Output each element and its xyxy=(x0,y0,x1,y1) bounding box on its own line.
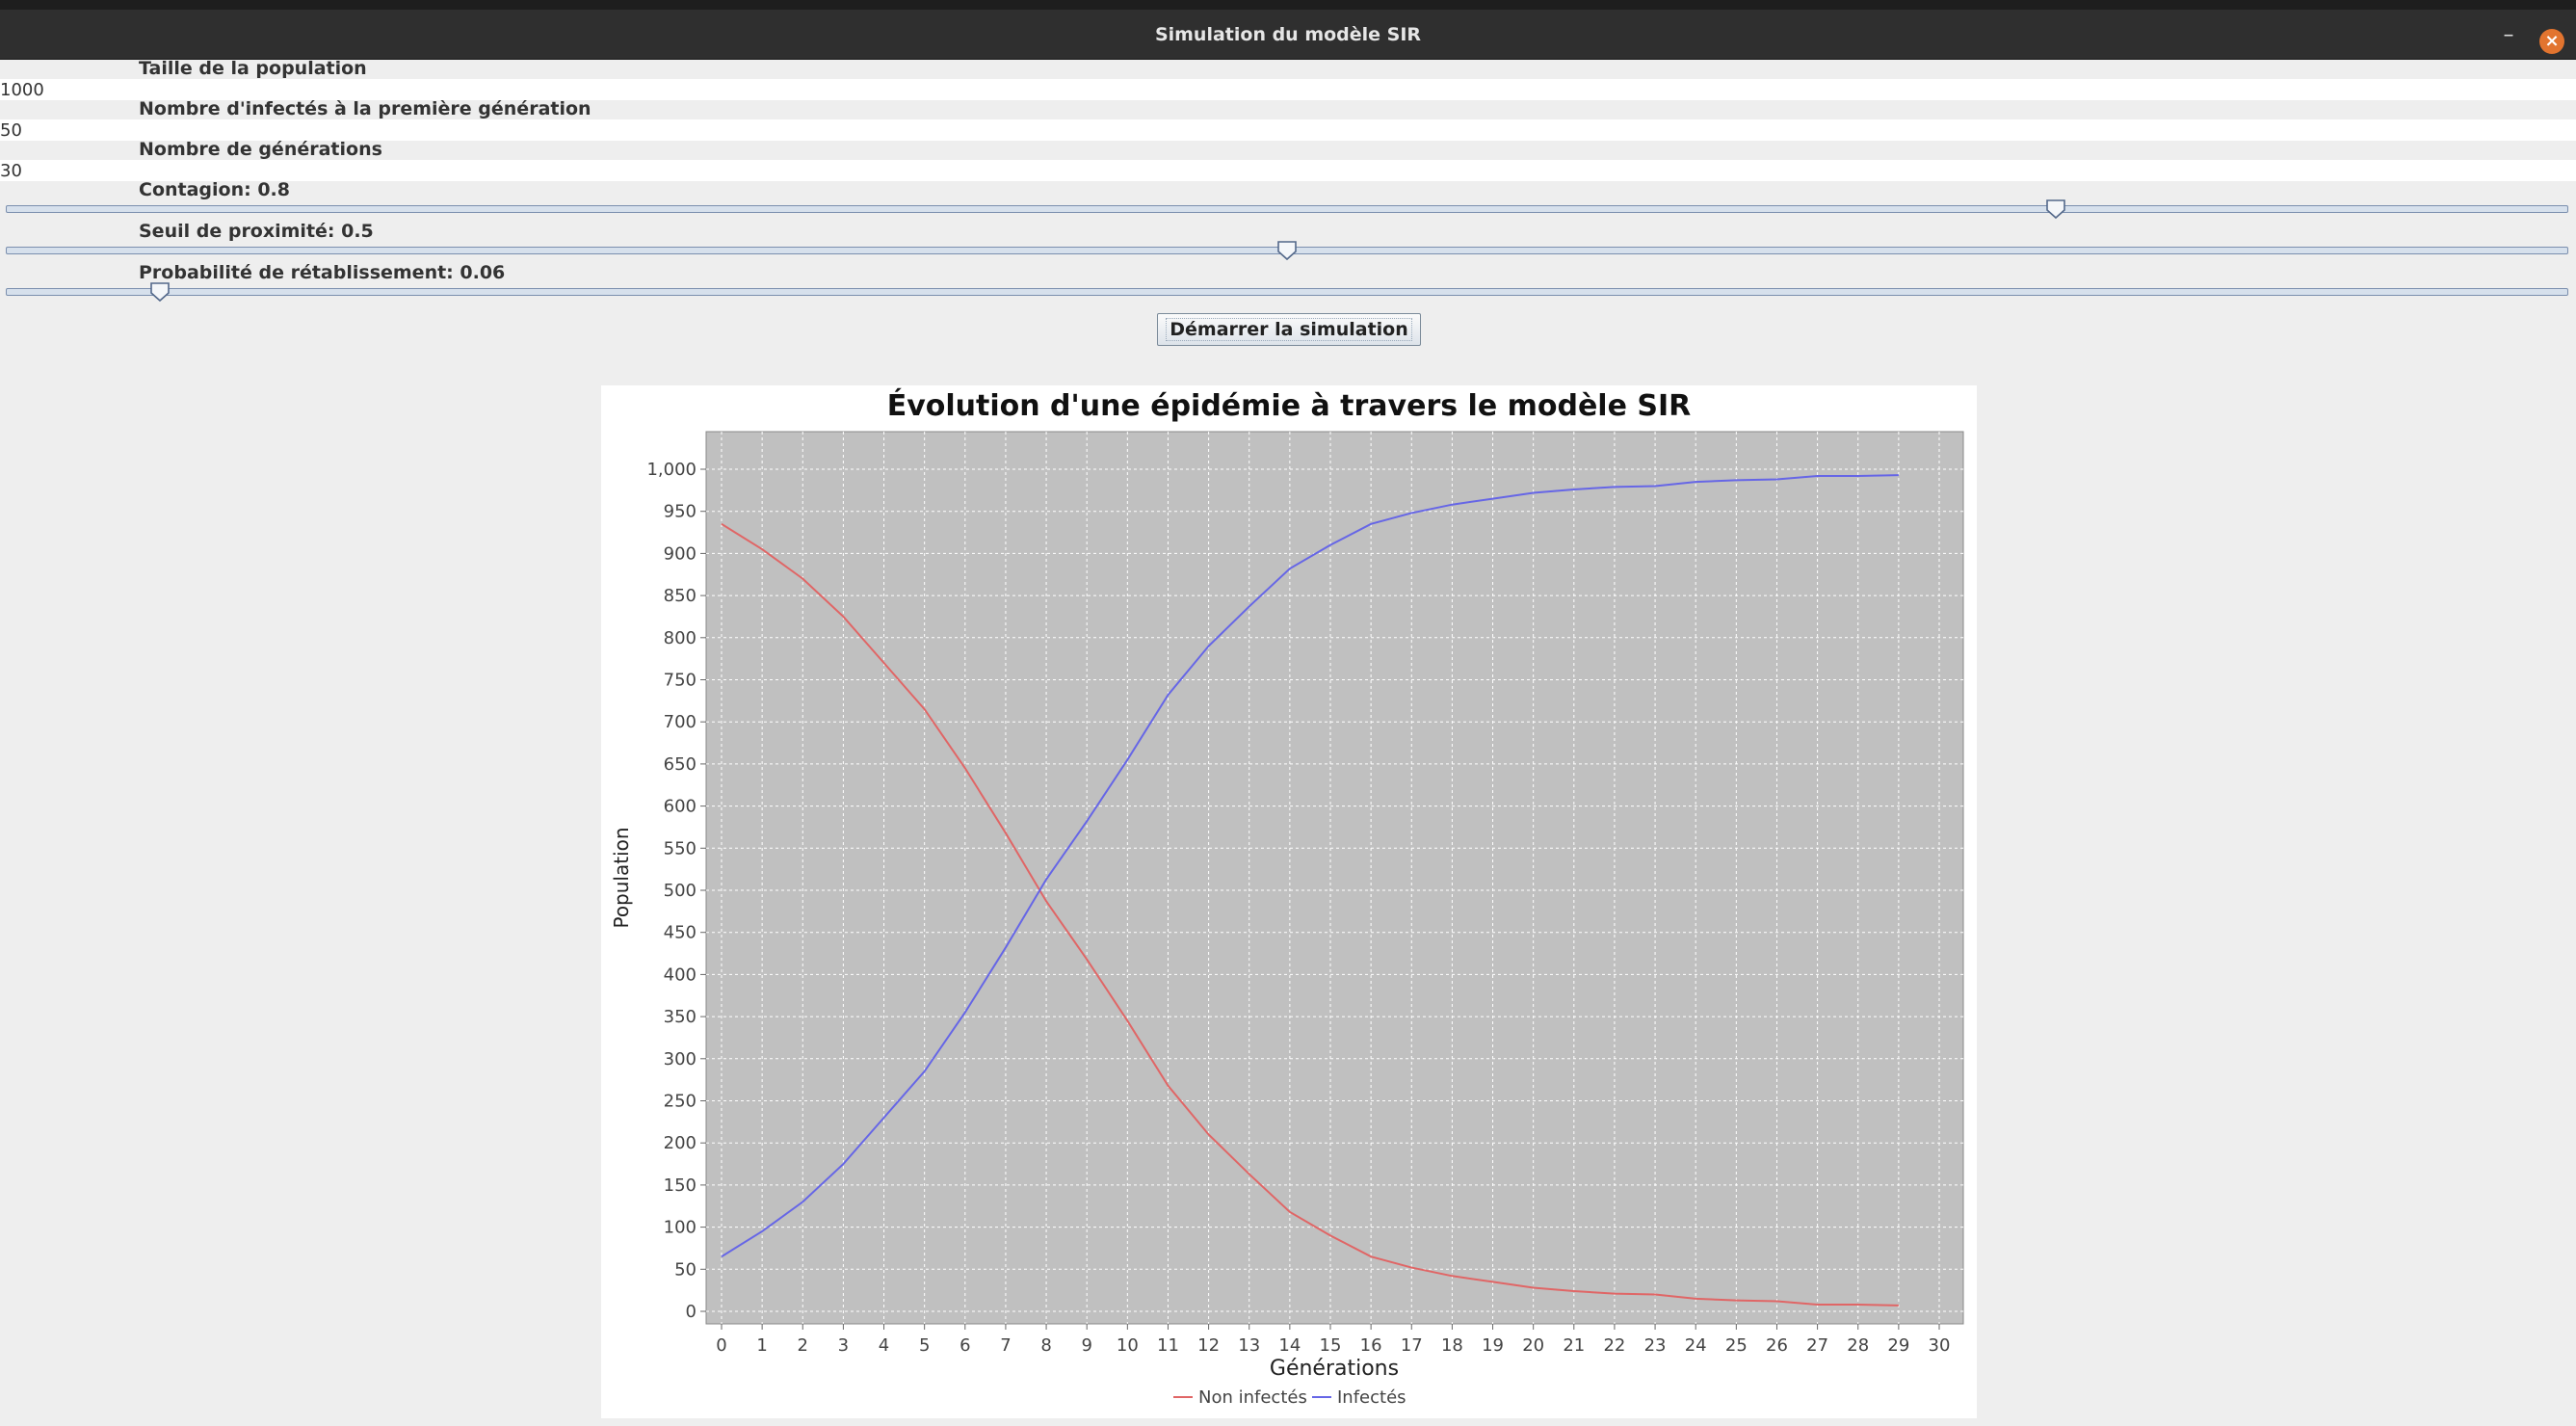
x-tick-label: 13 xyxy=(1238,1335,1260,1356)
x-tick-label: 14 xyxy=(1278,1335,1301,1356)
x-tick-label: 21 xyxy=(1563,1335,1585,1356)
x-tick-label: 12 xyxy=(1197,1335,1220,1356)
recovery-label: Probabilité de rétablissement: 0.06 xyxy=(139,262,506,283)
window-title: Simulation du modèle SIR xyxy=(1154,24,1422,45)
chart-title: Évolution d'une épidémie à travers le mo… xyxy=(887,388,1692,423)
recovery-slider-track xyxy=(6,288,2568,296)
x-tick-label: 1 xyxy=(756,1335,767,1356)
x-tick-label: 28 xyxy=(1847,1335,1869,1356)
x-tick-label: 26 xyxy=(1766,1335,1788,1356)
contagion-label: Contagion: 0.8 xyxy=(139,179,290,200)
contagion-slider[interactable] xyxy=(6,198,2568,220)
y-tick-label: 450 xyxy=(664,923,697,943)
x-tick-label: 10 xyxy=(1117,1335,1139,1356)
y-tick-label: 300 xyxy=(664,1049,697,1070)
x-tick-label: 20 xyxy=(1522,1335,1544,1356)
series-lines xyxy=(721,474,1899,1307)
y-tick-label: 0 xyxy=(686,1302,697,1322)
y-tick-label: 1,000 xyxy=(646,460,697,480)
generations-input[interactable] xyxy=(0,160,2576,181)
x-tick-label: 16 xyxy=(1360,1335,1382,1356)
y-tick-label: 200 xyxy=(664,1133,697,1153)
legend-item-label: Non infectés xyxy=(1198,1387,1307,1408)
proximity-label: Seuil de proximité: 0.5 xyxy=(139,221,374,242)
recovery-slider[interactable] xyxy=(6,281,2568,303)
y-tick-label: 800 xyxy=(664,628,697,648)
y-tick-label: 250 xyxy=(664,1092,697,1112)
contagion-slider-thumb[interactable] xyxy=(2045,198,2066,220)
x-tick-label: 9 xyxy=(1081,1335,1091,1356)
x-tick-label: 2 xyxy=(798,1335,808,1356)
initial-infected-input[interactable] xyxy=(0,119,2576,141)
x-tick-label: 0 xyxy=(716,1335,726,1356)
y-tick-label: 600 xyxy=(664,797,697,817)
x-tick-label: 7 xyxy=(1000,1335,1011,1356)
x-axis-label: Générations xyxy=(1270,1357,1399,1381)
grid-lines xyxy=(706,432,1963,1324)
window-titlebar: Simulation du modèle SIR – × xyxy=(0,10,2576,60)
x-tick-label: 3 xyxy=(838,1335,849,1356)
x-tick-label: 17 xyxy=(1401,1335,1423,1356)
infected-label: Nombre d'infectés à la première générati… xyxy=(139,98,591,119)
y-tick-label: 700 xyxy=(664,712,697,732)
chart-legend: Non infectés Infectés xyxy=(1173,1387,1406,1408)
start-simulation-label: Démarrer la simulation xyxy=(1166,318,1412,341)
y-tick-label: 950 xyxy=(664,502,697,522)
chart-panel: Évolution d'une épidémie à travers le mo… xyxy=(601,385,1977,1418)
x-tick-label: 22 xyxy=(1603,1335,1625,1356)
x-tick-label: 15 xyxy=(1320,1335,1342,1356)
y-tick-label: 550 xyxy=(664,838,697,858)
x-tick-label: 24 xyxy=(1685,1335,1707,1356)
y-tick-label: 750 xyxy=(664,671,697,691)
x-tick-label: 18 xyxy=(1441,1335,1463,1356)
population-input[interactable] xyxy=(0,79,2576,100)
generations-label: Nombre de générations xyxy=(139,139,382,160)
y-tick-label: 50 xyxy=(674,1259,697,1280)
plot-area xyxy=(705,431,1964,1325)
minimize-button[interactable]: – xyxy=(2503,23,2514,47)
x-tick-label: 8 xyxy=(1040,1335,1051,1356)
x-tick-label: 23 xyxy=(1644,1335,1667,1356)
x-tick-label: 30 xyxy=(1929,1335,1951,1356)
proximity-slider-thumb[interactable] xyxy=(1276,240,1298,261)
series-line-infected xyxy=(721,474,1899,1258)
x-tick-label: 19 xyxy=(1482,1335,1504,1356)
series-line-non-infected xyxy=(721,522,1899,1307)
y-tick-label: 850 xyxy=(664,586,697,606)
y-tick-label: 500 xyxy=(664,881,697,901)
y-tick-label: 400 xyxy=(664,964,697,985)
y-tick-label: 150 xyxy=(664,1175,697,1196)
top-panel-strip xyxy=(0,0,2576,10)
y-tick-label: 900 xyxy=(664,543,697,564)
x-tick-label: 6 xyxy=(959,1335,970,1356)
population-label: Taille de la population xyxy=(139,58,367,79)
x-tick-label: 27 xyxy=(1806,1335,1828,1356)
x-tick-label: 4 xyxy=(879,1335,889,1356)
legend-item-label: Infectés xyxy=(1337,1387,1406,1408)
y-axis-label: Population xyxy=(610,827,633,928)
x-tick-label: 11 xyxy=(1157,1335,1179,1356)
y-tick-label: 350 xyxy=(664,1007,697,1027)
close-button[interactable]: × xyxy=(2539,29,2564,54)
contagion-slider-track xyxy=(6,205,2568,213)
y-tick-label: 100 xyxy=(664,1218,697,1238)
x-tick-label: 29 xyxy=(1887,1335,1909,1356)
recovery-slider-thumb[interactable] xyxy=(149,281,171,303)
axis-ticks: 0 1 2 3 4 5 6 7 8 9 10 11 12 13 14 15 16 17 18 19 20 21 22 23 24… xyxy=(646,460,1950,1356)
proximity-slider[interactable] xyxy=(6,240,2568,261)
y-tick-label: 650 xyxy=(664,754,697,775)
start-simulation-button[interactable]: Démarrer la simulation xyxy=(1157,313,1421,346)
x-tick-label: 25 xyxy=(1725,1335,1748,1356)
epidemic-chart: Évolution d'une épidémie à travers le mo… xyxy=(610,388,1964,1408)
x-tick-label: 5 xyxy=(919,1335,930,1356)
